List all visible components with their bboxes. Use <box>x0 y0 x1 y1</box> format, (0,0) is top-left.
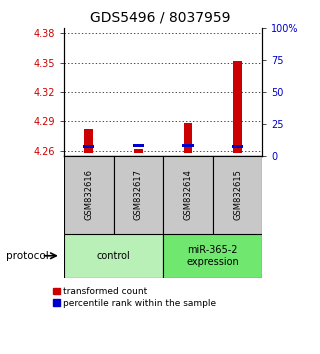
Text: GSM832616: GSM832616 <box>84 169 93 220</box>
Text: GSM832617: GSM832617 <box>134 169 143 220</box>
Bar <box>64 234 163 278</box>
Bar <box>133 144 144 147</box>
Text: miR-365-2
expression: miR-365-2 expression <box>187 245 239 267</box>
Bar <box>134 149 143 153</box>
Text: GDS5496 / 8037959: GDS5496 / 8037959 <box>90 11 230 25</box>
Bar <box>232 145 243 148</box>
Bar <box>84 129 93 153</box>
Text: GSM832614: GSM832614 <box>183 169 193 220</box>
Bar <box>114 156 163 234</box>
Bar <box>163 234 262 278</box>
Legend: transformed count, percentile rank within the sample: transformed count, percentile rank withi… <box>52 286 217 308</box>
Text: protocol: protocol <box>6 251 49 261</box>
Bar <box>233 61 242 153</box>
Text: control: control <box>97 251 131 261</box>
Bar <box>64 156 114 234</box>
Bar <box>184 124 192 153</box>
Bar <box>83 145 94 148</box>
Text: GSM832615: GSM832615 <box>233 169 242 220</box>
Bar <box>182 144 194 147</box>
Bar <box>163 156 213 234</box>
Bar <box>213 156 262 234</box>
